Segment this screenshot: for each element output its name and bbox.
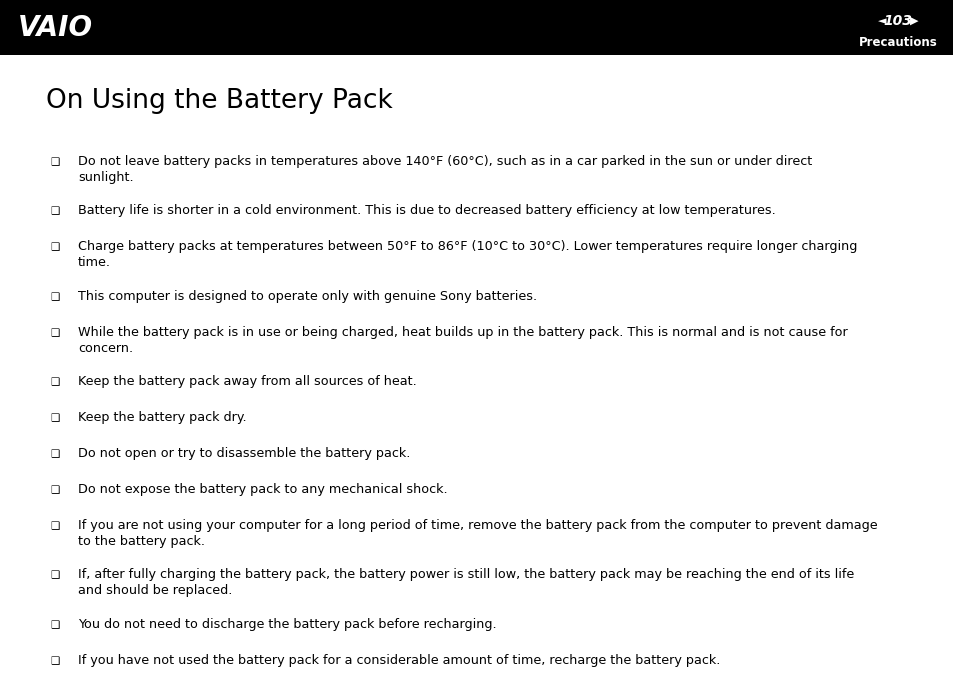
Text: ◄: ◄: [877, 16, 885, 26]
Text: ❑: ❑: [51, 521, 59, 531]
Text: On Using the Battery Pack: On Using the Battery Pack: [46, 88, 393, 114]
Text: ❑: ❑: [51, 413, 59, 423]
Text: 103: 103: [882, 14, 911, 28]
Text: ❑: ❑: [51, 570, 59, 580]
Text: You do not need to discharge the battery pack before recharging.: You do not need to discharge the battery…: [78, 617, 497, 631]
Text: ❑: ❑: [51, 206, 59, 216]
Text: ❑: ❑: [51, 449, 59, 459]
Text: If, after fully charging the battery pack, the battery power is still low, the b: If, after fully charging the battery pac…: [78, 568, 853, 597]
Text: Keep the battery pack dry.: Keep the battery pack dry.: [78, 411, 247, 424]
Text: Keep the battery pack away from all sources of heat.: Keep the battery pack away from all sour…: [78, 375, 416, 388]
Text: ❑: ❑: [51, 157, 59, 167]
Text: ❑: ❑: [51, 377, 59, 387]
Text: VAIO: VAIO: [18, 13, 93, 42]
Text: ❑: ❑: [51, 485, 59, 495]
Text: Do not expose the battery pack to any mechanical shock.: Do not expose the battery pack to any me…: [78, 483, 447, 496]
Text: ❑: ❑: [51, 292, 59, 302]
Text: ❑: ❑: [51, 328, 59, 338]
Text: Charge battery packs at temperatures between 50°F to 86°F (10°C to 30°C). Lower : Charge battery packs at temperatures bet…: [78, 241, 857, 270]
Text: ❑: ❑: [51, 619, 59, 630]
Text: Battery life is shorter in a cold environment. This is due to decreased battery : Battery life is shorter in a cold enviro…: [78, 204, 775, 217]
Bar: [0, 0, 953, 55]
Text: ❑: ❑: [51, 656, 59, 666]
Text: Do not leave battery packs in temperatures above 140°F (60°C), such as in a car : Do not leave battery packs in temperatur…: [78, 155, 811, 184]
Text: Do not open or try to disassemble the battery pack.: Do not open or try to disassemble the ba…: [78, 447, 410, 460]
Text: ▶: ▶: [909, 16, 918, 26]
Text: If you have not used the battery pack for a considerable amount of time, recharg: If you have not used the battery pack fo…: [78, 654, 720, 667]
Text: This computer is designed to operate only with genuine Sony batteries.: This computer is designed to operate onl…: [78, 290, 537, 303]
Text: If you are not using your computer for a long period of time, remove the battery: If you are not using your computer for a…: [78, 519, 877, 548]
Text: While the battery pack is in use or being charged, heat builds up in the battery: While the battery pack is in use or bein…: [78, 326, 847, 355]
Text: ❑: ❑: [51, 243, 59, 252]
Text: Precautions: Precautions: [858, 36, 937, 49]
